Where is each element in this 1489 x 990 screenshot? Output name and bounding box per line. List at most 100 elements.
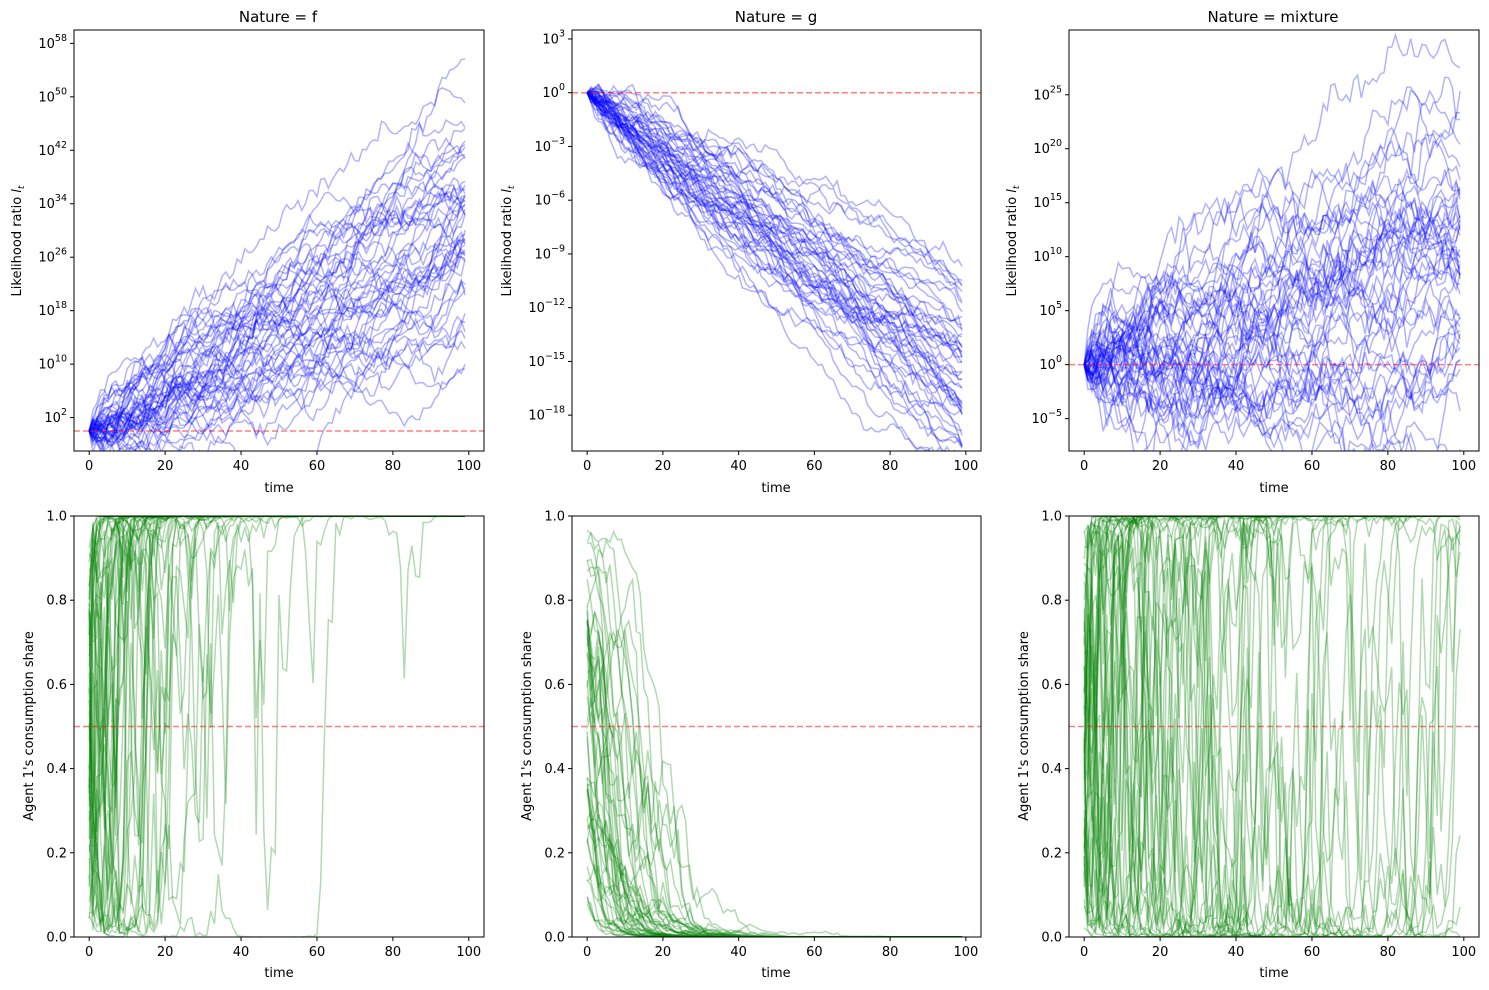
- series-line: [586, 91, 963, 358]
- series-line: [1083, 516, 1461, 775]
- series-line: [88, 184, 466, 434]
- y-tick-label: 0.0: [46, 931, 67, 946]
- x-tick-label: 80: [882, 459, 899, 474]
- y-tick-label: 0.8: [544, 594, 565, 609]
- series-line: [88, 516, 466, 923]
- series-line: [88, 144, 466, 451]
- x-tick-label: 40: [730, 945, 747, 960]
- y-tick-label: 1020: [1033, 138, 1062, 157]
- series-line: [1083, 518, 1461, 937]
- series-line: [586, 92, 963, 447]
- series-line: [88, 239, 466, 433]
- y-axis: 10−5 100 105 1010 1015 1020 1025: [1031, 84, 1069, 427]
- series-line: [1083, 331, 1461, 423]
- series-line: [1083, 226, 1461, 365]
- series-line: [1083, 295, 1461, 411]
- series-line: [88, 364, 466, 451]
- x-tick-label: 20: [655, 945, 672, 960]
- x-tick-label: 100: [1451, 945, 1476, 960]
- series-line: [1083, 323, 1461, 420]
- axes-frame: [571, 515, 982, 938]
- panel-title: Nature = g: [735, 8, 818, 26]
- series-group: [1069, 32, 1479, 451]
- series-line: [586, 87, 963, 267]
- series-line: [1083, 304, 1461, 447]
- series-line: [88, 516, 466, 928]
- y-tick-label: 0.0: [1041, 931, 1062, 946]
- series-line: [586, 92, 963, 364]
- y-tick-label: 1018: [38, 300, 67, 319]
- x-axis: 0 20 40 60 80 100: [1080, 451, 1476, 474]
- x-tick-label: 100: [1451, 459, 1476, 474]
- series-line: [1083, 530, 1461, 937]
- series-line: [586, 83, 963, 409]
- series-line: [586, 90, 963, 332]
- series-line: [1083, 516, 1461, 781]
- series-line: [88, 207, 466, 435]
- series-line: [1083, 517, 1461, 937]
- series-line: [1083, 217, 1461, 420]
- series-line: [88, 156, 466, 436]
- series-line: [1083, 516, 1461, 751]
- series-line: [1083, 179, 1461, 376]
- series-line: [1083, 201, 1461, 376]
- series-line: [88, 516, 466, 741]
- series-line: [88, 277, 466, 432]
- y-tick-label: 0.8: [1041, 594, 1062, 609]
- series-line: [587, 91, 963, 348]
- series-line: [1083, 232, 1461, 370]
- series-line: [1083, 220, 1461, 397]
- y-axis-label-var: l: [500, 189, 515, 193]
- series-line: [586, 88, 963, 405]
- series-line: [1083, 264, 1461, 432]
- series-line: [1083, 189, 1461, 366]
- x-tick-label: 0: [1080, 459, 1088, 474]
- series-line: [586, 89, 963, 377]
- x-tick-label: 80: [882, 945, 899, 960]
- series-line: [1083, 196, 1461, 390]
- series-line: [1083, 318, 1461, 441]
- panel-title: Nature = mixture: [1207, 8, 1338, 26]
- series-line: [88, 151, 466, 432]
- plot-area: [74, 58, 484, 451]
- x-axis-label: time: [1259, 481, 1288, 496]
- series-line: [586, 90, 963, 337]
- series-line: [88, 516, 466, 911]
- panel-likelihood-g: Nature = g 0 20 40 60 80 100 10−1810−1510−121…: [500, 8, 982, 496]
- series-line: [88, 258, 466, 439]
- series-line: [1083, 516, 1461, 937]
- series-line: [1083, 516, 1461, 937]
- series-line: [1083, 516, 1461, 882]
- y-tick-label: 10−15: [528, 351, 565, 370]
- y-tick-label: 100: [1039, 354, 1062, 373]
- series-line: [88, 172, 466, 432]
- series-line: [586, 579, 963, 937]
- y-tick-label: 1026: [38, 247, 67, 266]
- x-tick-label: 60: [1304, 945, 1321, 960]
- series-line: [1083, 221, 1461, 378]
- y-axis-label-sub: t: [507, 185, 517, 189]
- x-tick-label: 40: [233, 945, 250, 960]
- series-line: [88, 188, 466, 439]
- y-axis-label-sub: t: [17, 185, 27, 189]
- series-line: [1083, 349, 1461, 451]
- series-line: [88, 516, 466, 934]
- x-axis-label: time: [264, 966, 293, 981]
- y-axis-label-sub: t: [1012, 185, 1022, 189]
- series-line: [88, 516, 466, 901]
- y-tick-label: 10−18: [528, 405, 565, 424]
- series-line: [88, 516, 466, 876]
- series-line: [586, 90, 963, 436]
- x-tick-label: 80: [385, 459, 402, 474]
- series-line: [586, 92, 963, 409]
- series-line: [1083, 88, 1461, 381]
- series-line: [1083, 516, 1461, 937]
- series-line: [1083, 329, 1461, 449]
- x-tick-label: 40: [233, 459, 250, 474]
- series-line: [587, 91, 963, 358]
- x-tick-label: 60: [309, 945, 326, 960]
- axes-frame: [571, 29, 982, 452]
- series-line: [1083, 182, 1461, 407]
- y-axis-label-main: Likelihood ratio: [1005, 193, 1020, 297]
